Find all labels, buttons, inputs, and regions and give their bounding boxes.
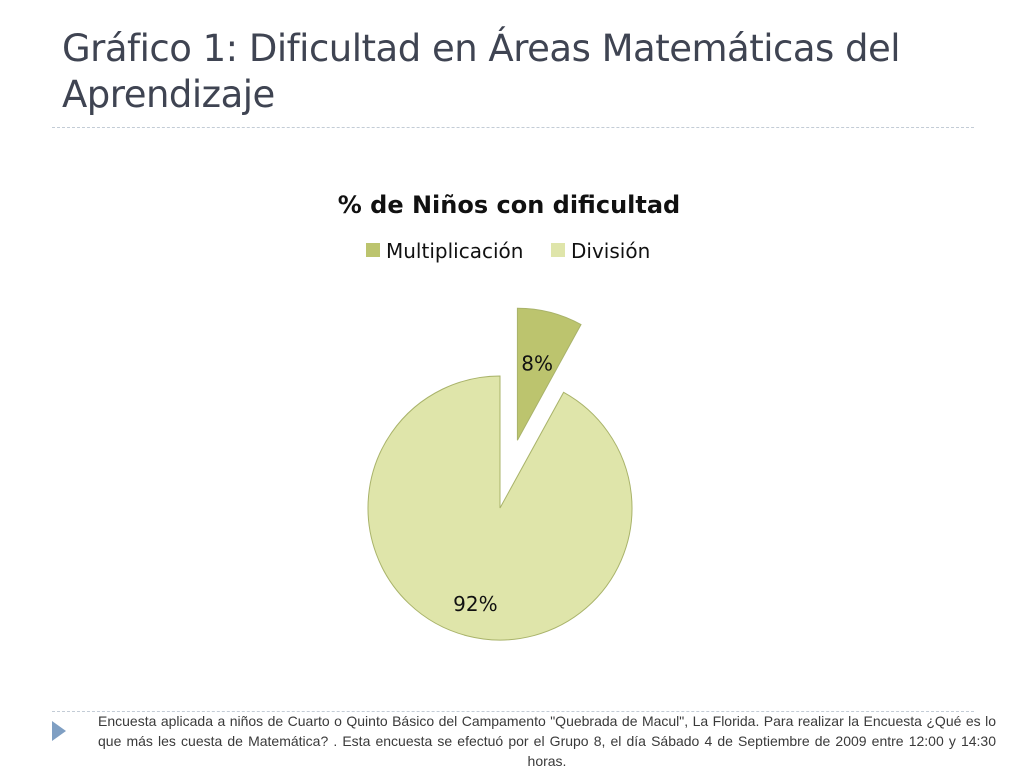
bullet-arrow-icon — [52, 721, 66, 741]
chart-legend: Multiplicación División — [366, 239, 650, 263]
pie-slice-1 — [367, 375, 633, 641]
pie-slice-0 — [516, 307, 582, 441]
pie-labels: 8% 92% — [453, 351, 553, 615]
legend-label-0: Multiplicación — [386, 239, 523, 263]
legend-label-1: División — [571, 239, 650, 263]
footer-divider — [52, 711, 974, 712]
pie-chart: % de Niños con dificultad Multiplicación… — [338, 191, 680, 641]
title-divider — [52, 127, 974, 128]
chart-title: % de Niños con dificultad — [338, 191, 680, 219]
slice-label-0: 8% — [521, 351, 553, 375]
legend-swatch-0 — [366, 243, 380, 257]
pie-slices — [367, 307, 633, 641]
legend-swatch-1 — [551, 243, 565, 257]
footer-note: Encuesta aplicada a niños de Cuarto o Qu… — [98, 713, 996, 769]
slide-title: Gráfico 1: Dificultad en Áreas Matemátic… — [62, 27, 901, 116]
slice-label-1: 92% — [453, 592, 497, 616]
